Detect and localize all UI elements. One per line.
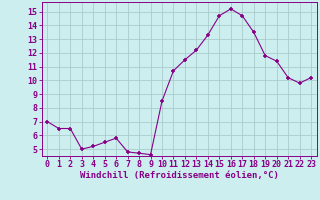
X-axis label: Windchill (Refroidissement éolien,°C): Windchill (Refroidissement éolien,°C) (80, 171, 279, 180)
